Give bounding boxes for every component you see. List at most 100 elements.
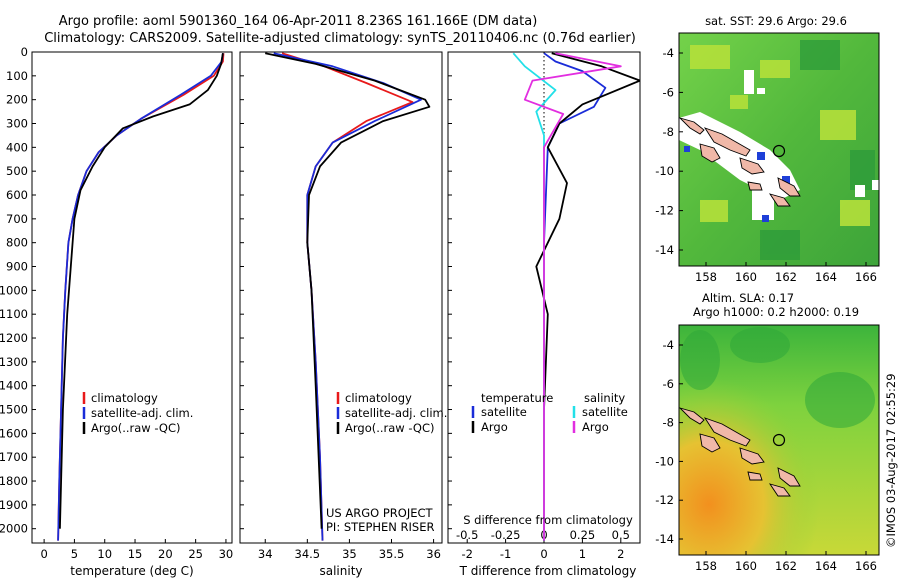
salinity-series <box>265 52 431 541</box>
x-tick-label: 1 <box>579 547 586 561</box>
legend-title-salinity: salinity <box>584 391 625 405</box>
s-diff-tick-label: 0.25 <box>570 528 596 542</box>
lon-tick-label: 158 <box>695 270 717 284</box>
sst-cold-pixels <box>684 146 790 222</box>
x-tick-label: 0 <box>40 547 47 561</box>
difference-legend: temperature satellite Argo salinity sate… <box>471 391 628 434</box>
x-tick-label: 35.5 <box>379 547 405 561</box>
series-line-climatology <box>57 53 225 541</box>
lat-tick-label: -12 <box>655 493 674 507</box>
series-line-argo <box>523 52 622 541</box>
x-tick-label: -2 <box>461 547 472 561</box>
x-tick-label: 35 <box>342 547 357 561</box>
depth-tick-label: 900 <box>6 260 28 274</box>
series-line-argo-raw-qc- <box>59 53 224 529</box>
x-tick-label: 2 <box>617 547 624 561</box>
depth-axis: 0 100 200 300 400 500 600 700 800 900 1000 1100 1200… <box>0 45 452 536</box>
lat-tick-label: -6 <box>663 85 674 99</box>
x-tick-label: 0 <box>540 547 547 561</box>
sst-map-title: sat. SST: 29.6 Argo: 29.6 <box>705 14 847 28</box>
sla-map-frame <box>678 324 880 556</box>
temperature-panel-frame <box>31 51 233 544</box>
sla-map-title2: Argo h1000: 0.2 h2000: 0.19 <box>693 305 859 319</box>
lat-tick-label: -6 <box>663 377 674 391</box>
lon-tick-label: 162 <box>775 559 797 573</box>
legend-label-s-argo: Argo <box>582 420 609 434</box>
depth-tick-label: 1100 <box>0 307 28 321</box>
x-tick-label: 25 <box>188 547 203 561</box>
temperature-x-axis: 0 5 10 15 20 25 30 <box>40 539 233 561</box>
salinity-xlabel: salinity <box>319 564 362 578</box>
project-label: US ARGO PROJECT <box>326 506 434 520</box>
salinity-x-axis: 34 34.5 35 35.5 36 <box>258 539 441 561</box>
sla-islands <box>678 407 801 497</box>
depth-tick-label: 500 <box>6 164 28 178</box>
sst-argo-position-marker <box>772 144 786 158</box>
sla-map <box>678 324 880 556</box>
depth-tick-label: 800 <box>6 236 28 250</box>
x-tick-label: 10 <box>97 547 112 561</box>
depth-tick-label: 1900 <box>0 498 28 512</box>
lon-tick-label: 162 <box>775 270 797 284</box>
legend-label-argo: Argo(..raw -QC) <box>345 421 435 435</box>
lon-tick-label: 160 <box>735 559 757 573</box>
depth-tick-label: 1700 <box>0 450 28 464</box>
legend-label-climatology: climatology <box>345 391 412 405</box>
sst-islands <box>678 117 801 207</box>
temperature-legend: climatology satellite-adj. clim. Argo(..… <box>82 391 193 435</box>
depth-tick-label: 1000 <box>0 283 28 297</box>
imos-timestamp: ©IMOS 03-Aug-2017 02:55:29 <box>884 373 898 548</box>
series-line-satellite <box>512 52 557 541</box>
salinity-legend: climatology satellite-adj. clim. Argo(..… <box>336 391 447 435</box>
lon-tick-label: 158 <box>695 559 717 573</box>
sst-map <box>678 32 880 267</box>
depth-tick-label: 400 <box>6 140 28 154</box>
sla-low-patches <box>680 327 875 428</box>
series-line-argo <box>535 52 640 541</box>
depth-tick-label: 1300 <box>0 355 28 369</box>
legend-label-satellite: satellite-adj. clim. <box>91 406 193 420</box>
sla-map-axes: -4 -6 -8 -10 -12 -14 158 160 162 164 166 <box>655 338 877 573</box>
lon-tick-label: 166 <box>855 270 877 284</box>
x-tick-label: 34 <box>258 547 273 561</box>
depth-tick-label: 200 <box>6 93 28 107</box>
sla-map-title1: Altim. SLA: 0.17 <box>702 291 794 305</box>
series-line-climatology <box>281 52 414 541</box>
depth-tick-label: 2000 <box>0 522 28 536</box>
lon-tick-label: 160 <box>735 270 757 284</box>
series-line-argo-raw-qc- <box>265 52 431 529</box>
series-line-satellite-adj-clim- <box>57 53 224 541</box>
depth-tick-label: 700 <box>6 212 28 226</box>
temperature-xlabel: temperature (deg C) <box>70 564 193 578</box>
lat-tick-label: -10 <box>655 454 674 468</box>
difference-xlabel: T difference from climatology <box>459 564 637 578</box>
series-line-satellite-adj-clim- <box>273 52 422 541</box>
sla-argo-position-marker <box>772 433 786 447</box>
x-tick-label: 20 <box>158 547 173 561</box>
x-tick-label: -1 <box>500 547 511 561</box>
figure-title-line2: Climatology: CARS2009. Satellite-adjuste… <box>44 31 636 46</box>
legend-label-satellite: satellite-adj. clim. <box>345 406 447 420</box>
legend-label-s-satellite: satellite <box>582 405 628 419</box>
lat-tick-label: -8 <box>663 416 674 430</box>
lon-tick-label: 166 <box>855 559 877 573</box>
figure-title-line1: Argo profile: aoml 5901360_164 06-Apr-20… <box>59 14 538 29</box>
salinity-panel-frame <box>239 51 443 544</box>
lat-tick-label: -4 <box>663 46 674 60</box>
sst-map-frame <box>678 32 880 267</box>
legend-label-t-satellite: satellite <box>481 405 527 419</box>
depth-tick-label: 1500 <box>0 403 28 417</box>
depth-tick-label: 1200 <box>0 331 28 345</box>
lat-tick-label: -8 <box>663 125 674 139</box>
depth-tick-label: 600 <box>6 188 28 202</box>
series-line-satellite <box>543 52 607 541</box>
pi-label: PI: STEPHEN RISER <box>326 520 435 534</box>
legend-label-t-argo: Argo <box>481 420 508 434</box>
depth-tick-label: 1800 <box>0 474 28 488</box>
x-tick-label: 36 <box>426 547 441 561</box>
depth-tick-label: 1400 <box>0 379 28 393</box>
legend-title-temperature: temperature <box>481 391 553 405</box>
x-tick-label: 34.5 <box>295 547 321 561</box>
depth-tick-label: 0 <box>21 45 28 59</box>
